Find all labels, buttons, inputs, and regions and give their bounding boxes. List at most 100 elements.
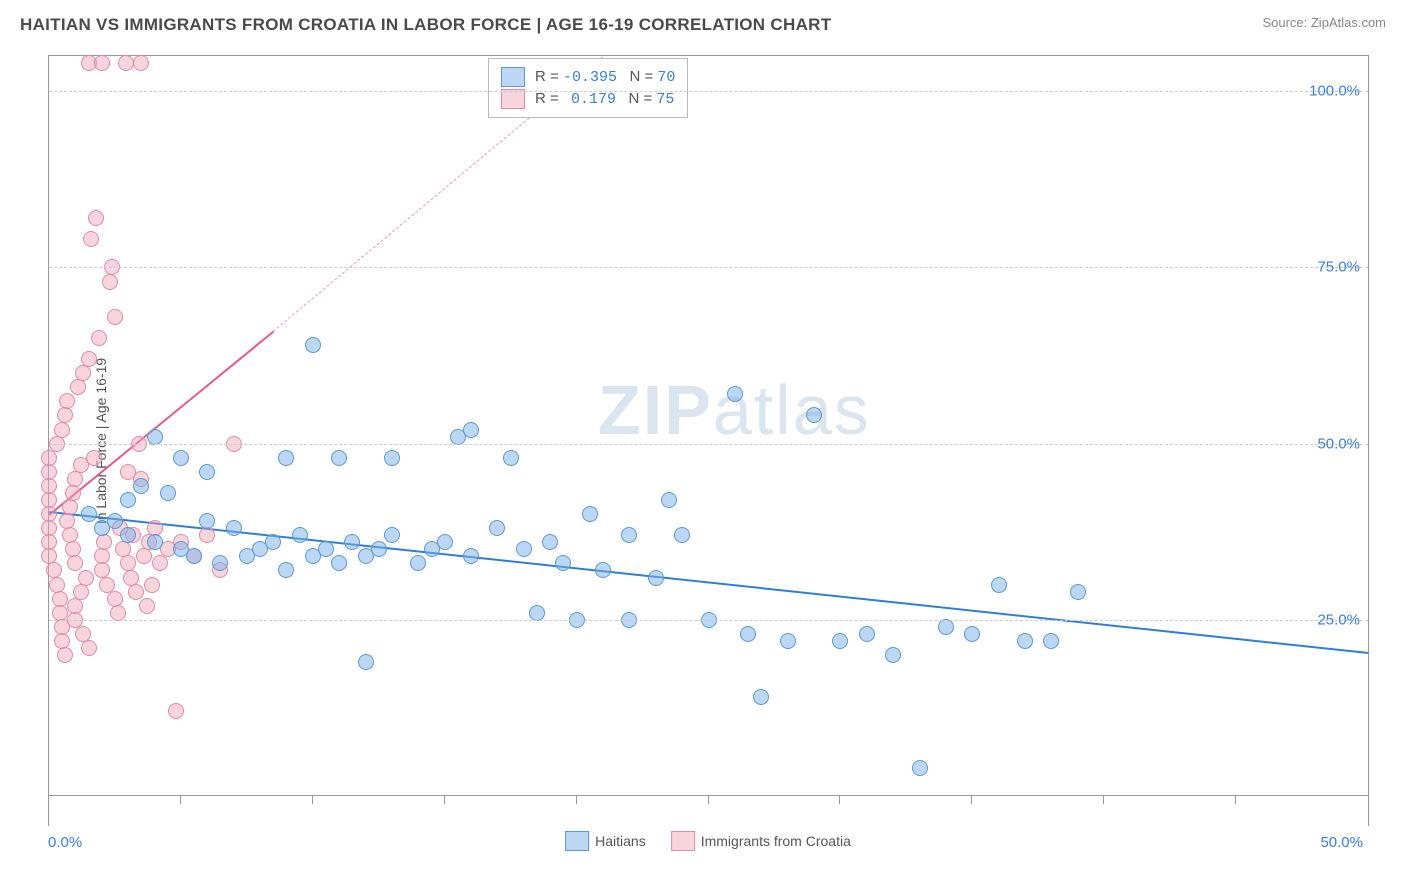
legend-row-blue: R = -0.395 N = 70: [501, 67, 675, 87]
data-point-pink: [54, 422, 70, 438]
data-point-blue: [1017, 633, 1033, 649]
legend-text-blue: R = -0.395 N = 70: [535, 68, 675, 86]
x-tick: [444, 796, 445, 804]
data-point-pink: [102, 274, 118, 290]
data-point-pink: [110, 605, 126, 621]
data-point-pink: [41, 464, 57, 480]
data-point-blue: [964, 626, 980, 642]
data-point-blue: [160, 485, 176, 501]
swatch-blue: [501, 67, 525, 87]
data-point-pink: [86, 450, 102, 466]
data-point-pink: [75, 365, 91, 381]
data-point-blue: [740, 626, 756, 642]
series-label-blue: Haitians: [595, 833, 646, 849]
data-point-pink: [81, 351, 97, 367]
y-tick-label: 50.0%: [1290, 435, 1360, 452]
chart-area: In Labor Force | Age 16-19 ZIPatlas R = …: [48, 55, 1369, 826]
data-point-blue: [542, 534, 558, 550]
data-point-pink: [133, 55, 149, 71]
data-point-blue: [489, 520, 505, 536]
data-point-blue: [648, 570, 664, 586]
data-point-blue: [226, 520, 242, 536]
data-point-blue: [410, 555, 426, 571]
data-point-blue: [832, 633, 848, 649]
data-point-pink: [107, 309, 123, 325]
data-point-blue: [463, 422, 479, 438]
x-tick: [312, 796, 313, 804]
data-point-blue: [621, 527, 637, 543]
data-point-pink: [41, 478, 57, 494]
data-point-pink: [73, 584, 89, 600]
swatch-blue-bottom: [565, 831, 589, 851]
data-point-blue: [358, 654, 374, 670]
data-point-blue: [331, 555, 347, 571]
gridline-h: [49, 620, 1368, 621]
data-point-blue: [278, 450, 294, 466]
data-point-blue: [1070, 584, 1086, 600]
data-point-blue: [463, 548, 479, 564]
data-point-blue: [753, 689, 769, 705]
data-point-blue: [780, 633, 796, 649]
data-point-pink: [199, 527, 215, 543]
data-point-blue: [529, 605, 545, 621]
data-point-blue: [516, 541, 532, 557]
data-point-blue: [147, 534, 163, 550]
swatch-pink-bottom: [671, 831, 695, 851]
data-point-blue: [318, 541, 334, 557]
plot-region: [49, 56, 1368, 796]
data-point-pink: [57, 647, 73, 663]
data-point-pink: [41, 492, 57, 508]
data-point-pink: [144, 577, 160, 593]
data-point-blue: [331, 450, 347, 466]
source-attribution: Source: ZipAtlas.com: [1262, 15, 1386, 30]
data-point-blue: [186, 548, 202, 564]
y-tick-label: 75.0%: [1290, 259, 1360, 276]
data-point-blue: [384, 527, 400, 543]
legend-text-pink: R = 0.179 N = 75: [535, 90, 674, 108]
data-point-blue: [133, 478, 149, 494]
data-point-pink: [128, 584, 144, 600]
series-legend-pink: Immigrants from Croatia: [671, 831, 851, 851]
data-point-blue: [81, 506, 97, 522]
data-point-blue: [120, 492, 136, 508]
x-tick: [708, 796, 709, 804]
y-tick-label: 25.0%: [1290, 611, 1360, 628]
chart-title: HAITIAN VS IMMIGRANTS FROM CROATIA IN LA…: [20, 15, 831, 35]
series-legend-blue: Haitians: [565, 831, 646, 851]
data-point-blue: [199, 464, 215, 480]
x-tick: [971, 796, 972, 804]
data-point-blue: [503, 450, 519, 466]
correlation-legend: R = -0.395 N = 70 R = 0.179 N = 75: [488, 58, 688, 118]
x-tick: [1235, 796, 1236, 804]
data-point-blue: [885, 647, 901, 663]
data-point-blue: [199, 513, 215, 529]
data-point-blue: [806, 407, 822, 423]
data-point-pink: [65, 485, 81, 501]
data-point-pink: [57, 407, 73, 423]
data-point-pink: [168, 703, 184, 719]
data-point-blue: [1043, 633, 1059, 649]
data-point-pink: [78, 570, 94, 586]
gridline-h: [49, 444, 1368, 445]
gridline-h: [49, 91, 1368, 92]
data-point-pink: [94, 548, 110, 564]
data-point-blue: [912, 760, 928, 776]
data-point-blue: [173, 450, 189, 466]
data-point-pink: [96, 534, 112, 550]
data-point-blue: [384, 450, 400, 466]
data-point-pink: [136, 548, 152, 564]
x-tick: [839, 796, 840, 804]
data-point-pink: [41, 450, 57, 466]
data-point-pink: [152, 555, 168, 571]
data-point-blue: [305, 337, 321, 353]
data-point-blue: [344, 534, 360, 550]
data-point-blue: [582, 506, 598, 522]
data-point-pink: [88, 210, 104, 226]
data-point-pink: [70, 379, 86, 395]
series-label-pink: Immigrants from Croatia: [701, 833, 851, 849]
data-point-blue: [991, 577, 1007, 593]
gridline-h: [49, 267, 1368, 268]
data-point-blue: [859, 626, 875, 642]
data-point-pink: [91, 330, 107, 346]
data-point-blue: [371, 541, 387, 557]
